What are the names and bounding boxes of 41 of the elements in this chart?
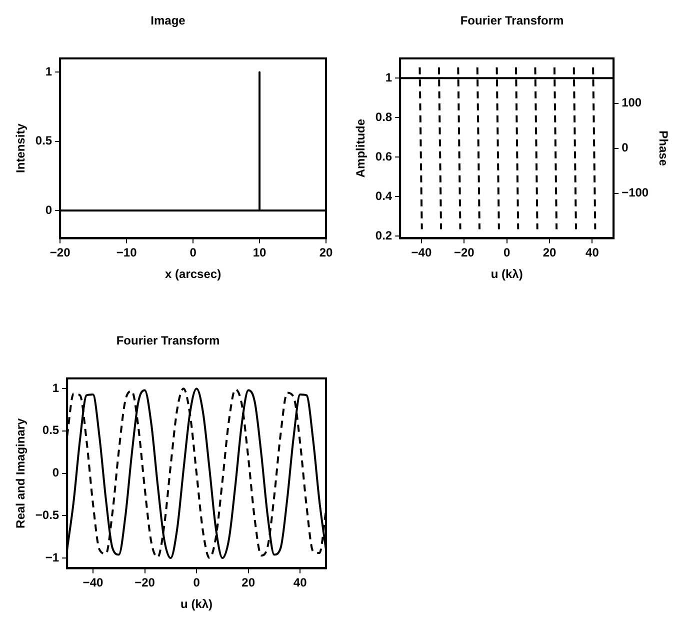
y2-tick-label: −100 <box>622 186 649 200</box>
y-tick-label: 1 <box>45 64 52 79</box>
y2-tick-label: 0 <box>622 140 629 155</box>
x-axis-title: u (kλ) <box>180 597 213 612</box>
y-tick-label: 0.8 <box>375 110 392 124</box>
chart-title: Fourier Transform <box>460 14 564 28</box>
chart-title: Fourier Transform <box>116 334 220 348</box>
x-tick-label: −20 <box>50 246 71 260</box>
y-tick-label: 1 <box>385 70 392 84</box>
x-tick-label: 0 <box>503 246 510 260</box>
x-tick-label: −40 <box>82 576 104 590</box>
x-tick-label: −10 <box>116 246 138 260</box>
y-tick-label: −0.5 <box>35 508 60 522</box>
chart-title: Image <box>150 14 186 28</box>
y2-tick-label: 100 <box>622 96 642 110</box>
x-tick-label: 40 <box>586 246 600 260</box>
x-axis-title: x (arcsec) <box>165 267 222 282</box>
y-axis-title: Intensity <box>14 123 28 173</box>
x-tick-label: −20 <box>454 246 475 260</box>
x-tick-label: 40 <box>293 576 308 590</box>
y-tick-label: 0 <box>52 466 60 480</box>
x-tick-label: 10 <box>252 246 267 260</box>
x-tick-label: −40 <box>411 246 432 260</box>
y-tick-label: −1 <box>45 550 60 564</box>
y2-axis-title: Phase <box>656 130 670 166</box>
y-tick-label: 0.5 <box>35 134 52 148</box>
x-axis-title: u (kλ) <box>490 267 523 282</box>
x-tick-label: 20 <box>319 246 333 260</box>
y-tick-label: 0.6 <box>375 150 392 164</box>
x-tick-label: −20 <box>134 576 156 590</box>
y-tick-label: 0.2 <box>375 228 392 243</box>
y-axis-title: Amplitude <box>354 118 368 178</box>
x-tick-label: 20 <box>542 246 557 260</box>
x-tick-label: 0 <box>193 576 200 590</box>
x-tick-label: 20 <box>242 576 256 590</box>
y-axis-title: Real and Imaginary <box>14 418 28 528</box>
x-tick-label: 0 <box>190 246 197 260</box>
y-tick-label: 1 <box>52 380 60 395</box>
y-tick-label: 0.5 <box>42 423 60 438</box>
y-tick-label: 0.4 <box>375 189 392 204</box>
y-tick-label: 0 <box>45 202 52 217</box>
